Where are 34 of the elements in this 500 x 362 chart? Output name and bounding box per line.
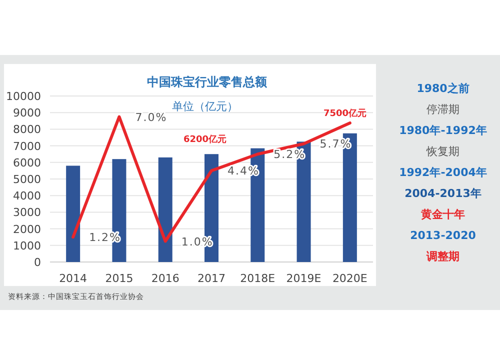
x-tick-label: 2014 [59, 272, 88, 285]
y-tick-label: 6000 [13, 156, 41, 170]
y-tick-label: 10000 [6, 90, 41, 103]
bar [158, 157, 172, 262]
y-tick-label: 8000 [13, 123, 41, 136]
text: 2013-2020 [410, 229, 476, 242]
y-tick-label: 5000 [13, 173, 41, 186]
y-tick-label: 0 [34, 256, 41, 269]
data-label: 7.0% [135, 110, 168, 124]
text: 2004-2013年 [404, 187, 482, 200]
chart-subtitle: 单位（亿元） [172, 100, 238, 113]
y-tick-label: 1000 [13, 239, 41, 252]
text: 恢复期 [426, 145, 460, 158]
x-tick-label: 2019E [286, 272, 322, 285]
x-tick-label: 2018E [240, 272, 276, 285]
text: 黄金十年 [420, 208, 465, 221]
y-tick-label: 3000 [13, 206, 41, 220]
annotation: 6200亿元 [183, 134, 227, 145]
text: 1992年-2004年 [399, 166, 487, 179]
y-tick-label: 7000 [13, 140, 41, 153]
text: 调整期 [426, 250, 460, 263]
chart-title: 中国珠宝行业零售总额 [147, 75, 268, 89]
y-tick-label: 4000 [13, 190, 41, 203]
y-tick-label: 9000 [13, 106, 41, 120]
annotation: 7500亿元 [323, 108, 367, 119]
x-tick-label: 2020E [332, 272, 368, 285]
x-tick-label: 2016 [151, 272, 180, 285]
x-tick-label: 2017 [198, 272, 226, 285]
text: 1980年-1992年 [399, 124, 487, 137]
bar [66, 166, 80, 262]
text: 1980之前 [416, 82, 470, 95]
x-tick-label: 2015 [105, 272, 134, 285]
y-tick-label: 2000 [13, 222, 41, 236]
text: 停滞期 [426, 103, 460, 116]
